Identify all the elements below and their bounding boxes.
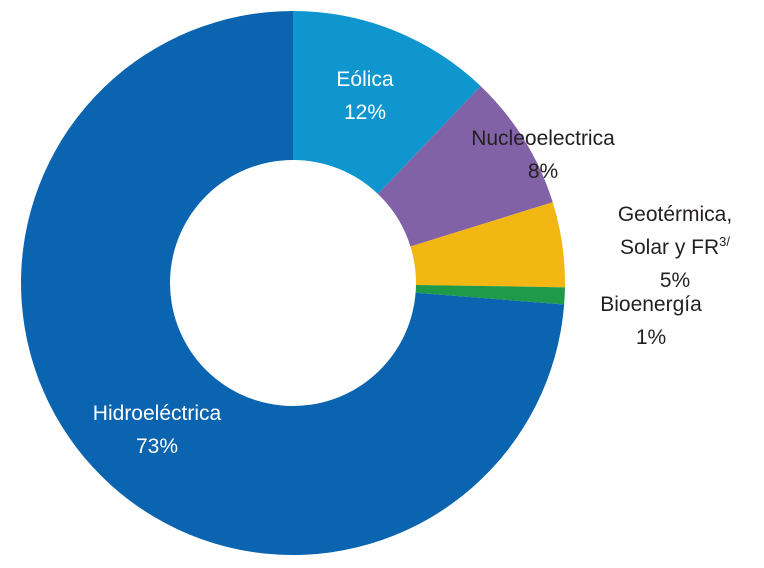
slice-name: Eólica bbox=[336, 63, 393, 96]
value-label: 1% bbox=[635, 326, 667, 349]
slice-name: Nucleoelectrica bbox=[471, 122, 615, 155]
donut-slice bbox=[377, 86, 553, 247]
slice-name: Hidroeléctrica bbox=[93, 397, 221, 430]
donut-slice bbox=[410, 202, 565, 288]
category-label: Eólica bbox=[336, 68, 394, 91]
value-label: 5% bbox=[659, 269, 691, 292]
value-label: 8% bbox=[527, 160, 559, 183]
slice-label: Bioenergía 1% bbox=[600, 288, 702, 354]
slice-label: Nucleoelectrica 8% bbox=[471, 122, 615, 188]
category-label: Bioenergía bbox=[600, 293, 702, 316]
donut-slice bbox=[293, 11, 481, 194]
donut-slice bbox=[20, 11, 565, 555]
footnote-mark: 3/ bbox=[719, 234, 731, 249]
slice-label: Geotérmica, Solar y FR3/5% bbox=[600, 198, 750, 297]
category-label: Hidroeléctrica bbox=[92, 402, 222, 425]
value-label: 73% bbox=[135, 435, 179, 458]
category-label: Nucleoelectrica bbox=[471, 127, 615, 150]
category-label: Geotérmica, Solar y FR bbox=[617, 203, 733, 259]
value-label: 12% bbox=[343, 101, 387, 124]
slice-label: Eólica 12% bbox=[336, 63, 393, 129]
donut-slice bbox=[415, 284, 565, 305]
slice-name: Bioenergía bbox=[600, 288, 702, 321]
slice-label: Hidroeléctrica 73% bbox=[93, 397, 221, 463]
slice-name: Geotérmica, Solar y FR3/ bbox=[600, 198, 750, 264]
